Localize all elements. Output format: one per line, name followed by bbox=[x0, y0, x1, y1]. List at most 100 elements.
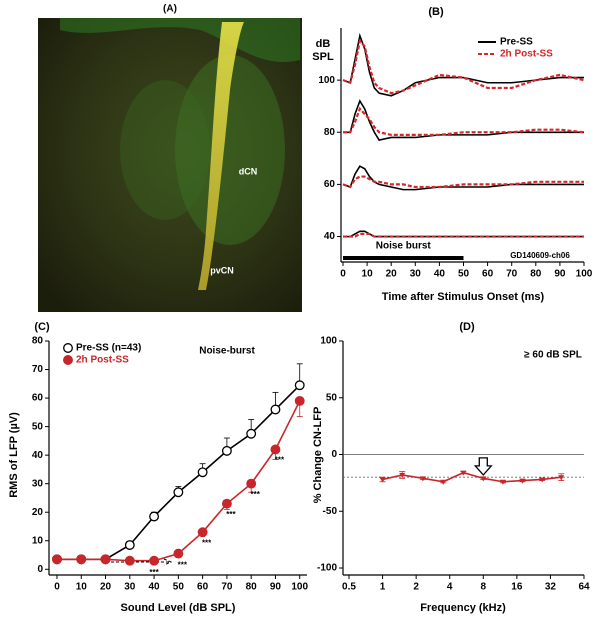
green-region bbox=[120, 80, 210, 220]
x-tick-label: 4 bbox=[447, 582, 453, 593]
legend-label: Pre-SS bbox=[500, 37, 533, 48]
legend-marker bbox=[63, 355, 73, 365]
y-tick-label: 100 bbox=[318, 75, 335, 86]
y-tick-label: 0 bbox=[331, 449, 337, 460]
x-tick-label: 80 bbox=[530, 269, 542, 280]
marker bbox=[270, 404, 281, 415]
x-tick-label: 70 bbox=[221, 582, 233, 593]
y-tick-label: 70 bbox=[32, 364, 44, 375]
significance: *** bbox=[149, 568, 159, 577]
series-line bbox=[342, 175, 584, 189]
y-tick-label: 30 bbox=[32, 478, 44, 489]
marker bbox=[149, 555, 160, 566]
marker bbox=[419, 476, 426, 482]
marker bbox=[221, 498, 232, 509]
marker bbox=[124, 555, 135, 566]
y-tick-label: -100 bbox=[317, 563, 337, 574]
marker bbox=[270, 444, 281, 455]
x-tick-label: 16 bbox=[511, 582, 523, 593]
x-tick-label: 0.5 bbox=[342, 582, 356, 593]
legend-label: 2h Post-SS bbox=[500, 49, 553, 60]
x-tick-label: 50 bbox=[173, 582, 185, 593]
marker bbox=[539, 477, 546, 483]
x-tick-label: 90 bbox=[554, 269, 566, 280]
x-tick-label: 60 bbox=[197, 582, 209, 593]
x-axis-label: Frequency (kHz) bbox=[420, 602, 506, 614]
series-line bbox=[343, 106, 585, 136]
series-line bbox=[56, 400, 301, 562]
y-tick-label: 40 bbox=[324, 231, 336, 242]
x-tick-label: 50 bbox=[458, 269, 470, 280]
series-line bbox=[343, 99, 584, 141]
region-label: dCN bbox=[239, 166, 258, 176]
y-tick-label: 10 bbox=[32, 535, 44, 546]
x-tick-label: 30 bbox=[410, 269, 422, 280]
x-tick-label: 100 bbox=[291, 582, 308, 593]
series-line bbox=[382, 471, 562, 483]
x-tick-label: 10 bbox=[362, 269, 374, 280]
series-line bbox=[56, 384, 301, 561]
y-tick-label: 20 bbox=[32, 507, 44, 518]
annotation: GD140609-ch06 bbox=[510, 251, 570, 260]
significance: *** bbox=[250, 490, 260, 499]
yellow-streak bbox=[198, 22, 244, 290]
y-tick-label: -50 bbox=[323, 506, 338, 517]
y-axis-label: dB bbox=[316, 38, 331, 50]
significance: *** bbox=[202, 538, 212, 547]
legend-label: 2h Post-SS bbox=[76, 355, 129, 366]
green-region bbox=[175, 55, 285, 245]
shift-arrow bbox=[106, 558, 173, 566]
y-tick-label: 60 bbox=[324, 179, 336, 190]
marker bbox=[221, 445, 232, 456]
x-axis-label: Time after Stimulus Onset (ms) bbox=[382, 291, 545, 303]
y-tick-label: 100 bbox=[320, 336, 337, 347]
x-tick-label: 20 bbox=[100, 582, 112, 593]
y-axis-label: % Change CN-LFP bbox=[312, 407, 324, 504]
panel-label: (A) bbox=[163, 4, 177, 15]
x-tick-label: 0 bbox=[54, 582, 60, 593]
marker bbox=[197, 527, 208, 538]
x-tick-label: 60 bbox=[482, 269, 494, 280]
y-tick-label: 40 bbox=[32, 450, 44, 461]
arrow bbox=[473, 457, 493, 476]
y-axis-label: RMS of LFP (µV) bbox=[8, 412, 20, 498]
y-tick-label: 60 bbox=[32, 393, 44, 404]
y-tick-label: 80 bbox=[324, 127, 336, 138]
image-panel: (A) dCN pvCN bbox=[38, 4, 302, 312]
x-tick-label: 30 bbox=[124, 582, 136, 593]
marker bbox=[173, 548, 184, 559]
x-tick-label: 8 bbox=[481, 582, 487, 593]
x-tick-label: 20 bbox=[386, 269, 398, 280]
marker bbox=[379, 477, 386, 483]
panel-label: (D) bbox=[459, 321, 475, 333]
x-tick-label: 2 bbox=[413, 582, 419, 593]
panel-label: (C) bbox=[34, 321, 50, 333]
region-label: pvCN bbox=[210, 265, 234, 275]
marker bbox=[499, 479, 506, 485]
y-tick-label: 50 bbox=[32, 421, 44, 432]
marker bbox=[149, 511, 160, 522]
marker bbox=[480, 476, 487, 482]
marker bbox=[124, 540, 135, 550]
legend-marker bbox=[63, 343, 73, 353]
significance: *** bbox=[275, 456, 285, 465]
micrograph bbox=[38, 18, 302, 312]
marker bbox=[558, 475, 565, 481]
x-tick-label: 10 bbox=[76, 582, 88, 593]
stimulus-label: Noise burst bbox=[376, 241, 432, 252]
y-tick-label: 80 bbox=[32, 336, 44, 347]
marker bbox=[76, 554, 87, 565]
marker bbox=[246, 428, 257, 439]
y-tick-label: 0 bbox=[37, 564, 43, 575]
marker bbox=[399, 472, 406, 478]
legend-label: Pre-SS (n=43) bbox=[76, 343, 141, 354]
series-line bbox=[343, 232, 584, 238]
marker bbox=[519, 478, 526, 484]
marker bbox=[440, 479, 447, 485]
series-line bbox=[342, 32, 584, 97]
x-tick-label: 64 bbox=[578, 582, 590, 593]
annotation: ≥ 60 dB SPL bbox=[524, 350, 582, 361]
series-line bbox=[342, 165, 584, 191]
x-tick-label: 90 bbox=[270, 582, 282, 593]
